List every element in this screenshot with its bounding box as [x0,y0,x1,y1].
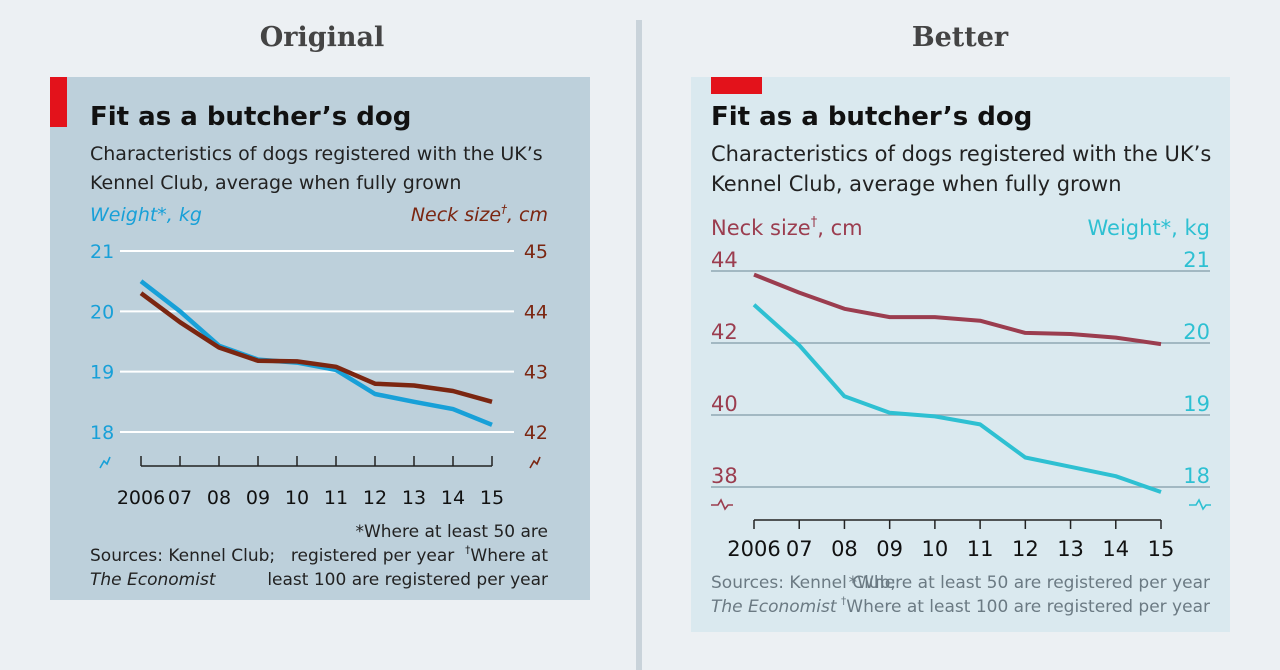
neck-axis-label-unit: , cm [506,204,548,226]
neck-axis-label-text: Neck size [711,216,811,240]
better-heading: Better [911,22,1009,53]
accent-tag [50,77,67,127]
chart-subtitle-line-1: Characteristics of dogs registered with … [711,142,1212,166]
better-chart-card [691,77,1230,632]
chart-subtitle: Characteristics of dogs registered with … [711,139,1211,199]
left-tick-label: 40 [711,392,738,416]
right-tick-label: 42 [524,422,548,444]
x-tick-label: 14 [1102,537,1129,561]
left-tick-label: 18 [90,422,114,444]
x-tick-label: 09 [876,537,903,561]
original-chart-card [50,77,590,600]
axis-break-icon [711,498,733,511]
x-tick-label: 10 [285,487,309,509]
axis-break-icon [529,456,541,469]
sources-line-2: The Economist [90,570,216,590]
series-line [753,272,1162,347]
sources-line-2: The Economist [711,597,837,617]
x-tick-label: 14 [441,487,465,509]
neck-axis-label: Neck size†, cm [410,201,548,226]
footnote-dagger: † [465,544,471,557]
x-tick-label: 2006 [117,487,165,509]
footnote-line-2: registered per year †Where at [267,544,548,568]
left-tick-label: 19 [90,362,114,384]
chart-title: Fit as a butcher’s dog [90,102,412,132]
footnotes: *Where at least 50 are registered per ye… [841,571,1210,619]
x-tick-label: 15 [480,487,504,509]
x-tick-label: 11 [324,487,348,509]
footnotes: *Where at least 50 are registered per ye… [267,520,548,592]
sources-line-1: Sources: Kennel Club; [711,573,897,593]
x-tick-label: 13 [402,487,426,509]
dagger-mark: † [810,214,818,230]
series-line [752,303,1162,494]
x-tick-label: 12 [363,487,387,509]
chart-subtitle: Characteristics of dogs registered with … [90,140,543,198]
left-tick-label: 42 [711,320,738,344]
right-tick-label: 44 [524,301,548,323]
x-tick-label: 07 [786,537,813,561]
series-line [139,291,493,404]
footnote-line-2: †Where at least 100 are registered per y… [841,595,1210,619]
footnote-line-3: least 100 are registered per year [267,570,548,590]
x-tick-label: 11 [967,537,994,561]
x-tick-label: 08 [207,487,231,509]
right-tick-label: 20 [1183,320,1210,344]
panel-divider [636,20,642,670]
chart-subtitle-line-2: Kennel Club, average when fully grown [90,172,462,194]
footnote-line-2-tail: Where at [470,546,548,566]
left-tick-label: 44 [711,248,738,272]
left-tick-label: 21 [90,241,114,263]
neck-axis-label-text: Neck size [410,204,502,226]
sources: Sources: Kennel Club; The Economist [90,544,275,592]
x-tick-label: 12 [1012,537,1039,561]
weight-axis-label: Weight*, kg [90,204,202,226]
x-tick-label: 08 [831,537,858,561]
x-tick-label: 09 [246,487,270,509]
right-tick-label: 21 [1183,248,1210,272]
x-tick-label: 13 [1057,537,1084,561]
sources-line-1: Sources: Kennel Club; [90,546,276,566]
weight-axis-label: Weight*, kg [1087,216,1210,240]
axis-break-icon [99,456,111,469]
neck-axis-label: Neck size†, cm [711,216,863,240]
footnote-line-2-text: Where at least 100 are registered per ye… [846,597,1210,617]
x-tick-label: 10 [922,537,949,561]
accent-tag [711,77,762,94]
axis-break-icon [1189,498,1211,511]
left-tick-label: 20 [90,301,114,323]
sources: Sources: Kennel Club; The Economist [711,571,896,619]
right-tick-label: 43 [524,362,548,384]
chart-subtitle-line-2: Kennel Club, average when fully grown [711,172,1122,196]
footnote-line-1: *Where at least 50 are registered per ye… [848,573,1210,593]
footnote-line-1: *Where at least 50 are [355,522,548,542]
left-tick-label: 38 [711,464,738,488]
right-tick-label: 19 [1183,392,1210,416]
right-tick-label: 45 [524,241,548,263]
x-tick-label: 15 [1148,537,1175,561]
dagger-mark: † [501,201,507,216]
footnote-line-2-text: registered per year [290,546,455,566]
original-heading: Original [259,22,385,53]
footnote-dagger: † [841,595,847,608]
chart-title: Fit as a butcher’s dog [711,102,1033,132]
right-tick-label: 18 [1183,464,1210,488]
chart-subtitle-line-1: Characteristics of dogs registered with … [90,143,543,165]
neck-axis-label-unit: , cm [817,216,863,240]
x-tick-label: 2006 [727,537,780,561]
x-tick-label: 07 [168,487,192,509]
